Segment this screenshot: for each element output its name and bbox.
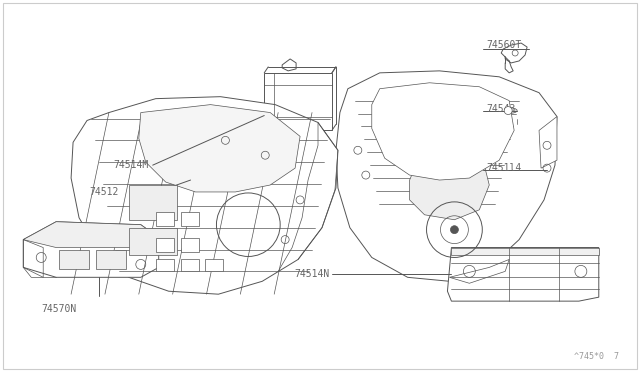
Polygon shape [372,83,514,180]
Text: ^745*0  7: ^745*0 7 [573,352,619,361]
Text: 74512: 74512 [89,187,118,197]
Bar [59,250,89,269]
Polygon shape [449,259,509,283]
Bar [156,259,173,271]
Bar [180,238,198,251]
Bar [156,238,173,251]
Polygon shape [410,155,489,220]
Text: 74560T: 74560T [486,40,522,50]
Polygon shape [499,110,517,122]
Polygon shape [23,222,159,247]
Text: 74514N: 74514N [294,269,330,279]
Polygon shape [71,97,338,294]
Polygon shape [139,105,300,192]
Ellipse shape [499,108,517,113]
Bar [129,228,177,256]
Polygon shape [264,73,332,131]
Text: 74543: 74543 [486,103,516,113]
Polygon shape [447,247,599,301]
Bar [129,185,177,220]
Polygon shape [539,116,557,168]
Polygon shape [23,222,159,277]
Bar [205,259,223,271]
Text: 74570N: 74570N [41,304,76,314]
Polygon shape [451,247,599,256]
Polygon shape [282,59,296,71]
Polygon shape [336,71,557,281]
Circle shape [504,107,512,115]
Text: 74514M: 74514M [113,160,148,170]
Bar [96,250,126,269]
Bar [180,259,198,271]
Circle shape [451,226,458,234]
Bar [156,212,173,226]
Text: 7451l4: 7451l4 [486,163,522,173]
Bar [180,212,198,226]
